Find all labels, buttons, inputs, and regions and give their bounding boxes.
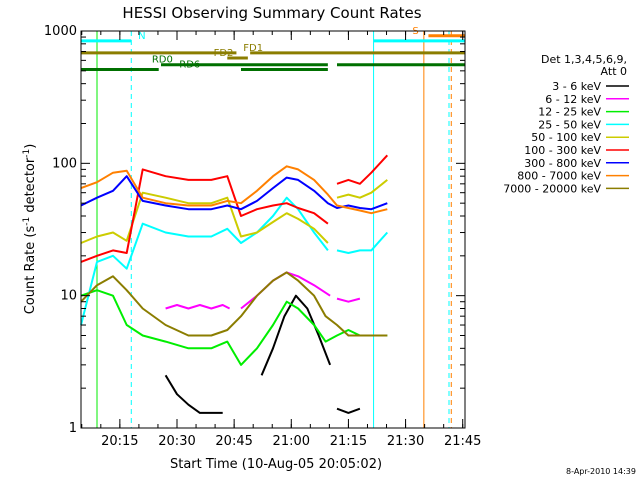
series-line-4-0 <box>80 191 329 244</box>
series-line-0-0 <box>164 374 223 414</box>
series-line-5-1 <box>336 154 389 185</box>
legend-label-6: 300 - 800 keV <box>524 157 601 170</box>
chart-title: HESSI Observing Summary Count Rates <box>122 4 421 22</box>
series-line-4-1 <box>336 179 388 199</box>
legend-label-1: 6 - 12 keV <box>545 93 601 106</box>
x-axis-ticks: 20:15 20:30 20:45 21:00 21:15 21:30 21:45 <box>81 31 481 449</box>
flag-label-rd6: RD6 <box>179 60 200 71</box>
y-axis-label: Count Rate (s-1 detector-1) <box>22 144 38 315</box>
series-line-0-2 <box>336 407 361 414</box>
series-line-5-0 <box>80 168 329 263</box>
x-tick-label-6: 21:45 <box>444 434 481 449</box>
y-tick-label-2: 100 <box>52 156 77 171</box>
x-tick-label-3: 21:00 <box>273 434 310 449</box>
legend-header-1: Att 0 <box>601 65 627 78</box>
x-tick-label-4: 21:15 <box>330 434 367 449</box>
flag-label-fd2: FD2 <box>214 48 234 59</box>
y-tick-label-1: 10 <box>60 289 77 304</box>
legend-label-4: 50 - 100 keV <box>531 131 601 144</box>
x-tick-label-1: 20:30 <box>158 434 195 449</box>
flag-label-n: N <box>138 31 145 42</box>
legend-label-8: 7000 - 20000 keV <box>503 182 601 195</box>
legend-label-0: 3 - 6 keV <box>552 80 601 93</box>
series-group <box>80 154 389 414</box>
y-axis-ticks: 1 10 100 1000 <box>44 24 465 436</box>
legend-header-0: Det 1,3,4,5,6,9, <box>541 53 627 66</box>
legend-label-5: 100 - 300 keV <box>524 144 601 157</box>
flag-label-fd1: FD1 <box>243 43 263 54</box>
series-line-0-1 <box>260 294 332 376</box>
flag-label-rd0: RD0 <box>152 55 173 66</box>
legend-label-3: 25 - 50 keV <box>538 118 601 131</box>
y-tick-label-3: 1000 <box>44 24 77 39</box>
series-line-8-0 <box>80 271 388 337</box>
series-line-1-2 <box>336 297 361 303</box>
y-tick-label-0: 1 <box>69 421 77 436</box>
series-line-1-0 <box>165 304 231 310</box>
x-axis-label: Start Time (10-Aug-05 20:05:02) <box>170 457 382 472</box>
series-line-3-0 <box>80 196 329 326</box>
x-tick-label-0: 20:15 <box>101 434 138 449</box>
legend-label-2: 12 - 25 keV <box>538 106 601 119</box>
footer-timestamp: 8-Apr-2010 14:39 <box>566 467 636 476</box>
series-line-3-1 <box>336 231 389 254</box>
x-tick-label-2: 20:45 <box>215 434 252 449</box>
plot-frame <box>80 30 466 429</box>
x-tick-label-5: 21:30 <box>387 434 424 449</box>
legend-label-7: 800 - 7000 keV <box>517 170 601 183</box>
series-line-7-0 <box>80 165 388 215</box>
